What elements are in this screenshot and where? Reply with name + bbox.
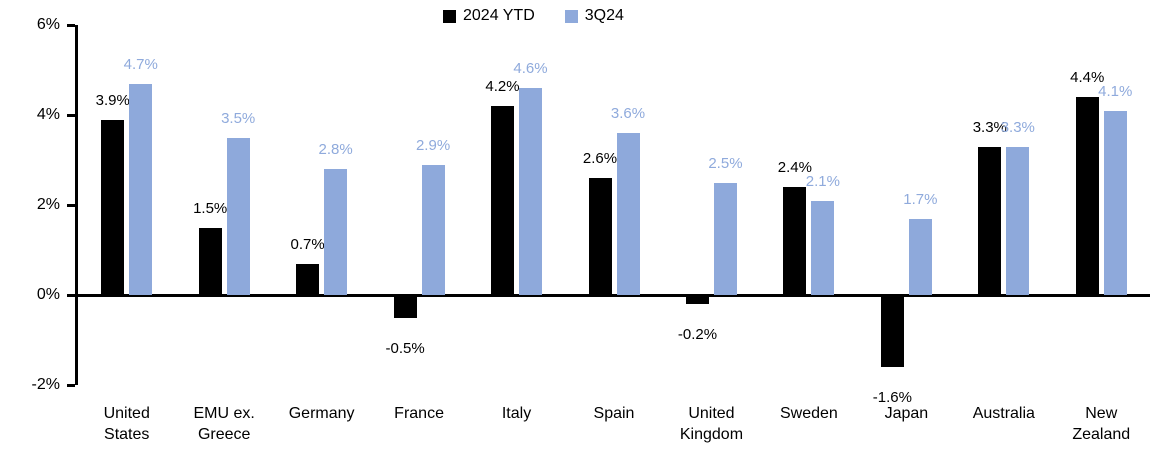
value-label-3q24-sweden: 2.1% [805,172,840,190]
legend-swatch-3q24 [564,9,578,23]
category-label-united-kingdom: United Kingdom [679,405,744,443]
legend-label-3q24: 3Q24 [584,7,624,24]
value-label-2024-ytd-france: -0.5% [385,339,425,357]
category-label-united-states: United States [103,405,150,443]
value-label-3q24-australia: 3.3% [1000,118,1035,136]
category-label-sweden: Sweden [779,405,838,422]
value-label-3q24-italy: 4.6% [513,60,548,77]
category-label-new-zealand: New Zealand [1072,405,1131,443]
y-axis-label: 4% [36,106,60,123]
value-label-2024-ytd-new-zealand: 4.4% [1070,69,1105,86]
y-axis-label: 2% [36,196,60,213]
bar-2024-ytd-france [393,296,417,318]
category-label-spain: Spain [593,405,635,422]
y-axis-label: 6% [36,16,60,33]
y-axis-tick [67,23,75,27]
bar-3q24-australia [1006,146,1030,295]
value-label-2024-ytd-japan: -1.6% [872,389,912,406]
value-label-2024-ytd-italy: 4.2% [485,78,520,95]
value-label-3q24-united-kingdom: 2.5% [708,154,743,172]
value-label-3q24-spain: 3.6% [610,105,646,122]
x-axis-line [75,293,1150,297]
value-label-3q24-france: 2.9% [415,136,451,154]
value-label-2024-ytd-united-kingdom: -0.2% [677,326,718,343]
y-axis-label: 0% [36,286,60,303]
bar-2024-ytd-germany [296,263,320,295]
bar-3q24-new-zealand [1103,110,1127,295]
bar-2024-ytd-japan [880,296,904,367]
value-label-3q24-united-states: 4.7% [123,55,158,73]
bar-2024-ytd-united-states [101,119,125,295]
bar-3q24-united-states [129,83,153,295]
value-label-2024-ytd-sweden: 2.4% [777,159,812,176]
category-label-australia: Australia [972,405,1035,422]
value-label-3q24-emu-ex-greece: 3.5% [221,109,256,127]
bar-3q24-united-kingdom [713,182,737,295]
category-label-italy: Italy [501,405,532,422]
y-axis-label: -2% [31,376,60,393]
bar-3q24-italy [519,88,543,295]
value-label-3q24-japan: 1.7% [903,190,938,208]
value-label-2024-ytd-australia: 3.3% [972,118,1007,136]
bar-2024-ytd-spain [588,178,612,295]
bar-2024-ytd-emu-ex-greece [198,227,222,295]
bar-3q24-sweden [811,200,835,295]
value-label-3q24-new-zealand: 4.1% [1098,82,1133,100]
bar-3q24-germany [324,169,348,295]
bar-3q24-france [421,164,445,295]
category-label-france: France [394,405,444,422]
value-label-2024-ytd-emu-ex-greece: 1.5% [193,199,228,217]
legend-item-3q24: 3Q24 [564,7,624,25]
value-label-2024-ytd-spain: 2.6% [582,150,618,167]
legend-label-2024-ytd: 2024 YTD [463,7,535,24]
bar-3q24-japan [908,218,932,295]
y-axis-tick [67,383,75,387]
value-label-2024-ytd-united-states: 3.9% [95,91,130,109]
bar-3q24-spain [616,133,640,295]
bar-2024-ytd-italy [491,106,515,295]
bar-2024-ytd-united-kingdom [685,296,709,304]
legend-swatch-2024-ytd [443,9,456,23]
y-axis-tick [67,113,75,117]
y-axis-tick [67,293,75,297]
value-label-3q24-germany: 2.8% [318,141,353,158]
category-label-germany: Germany [288,405,355,422]
y-axis-line [75,25,78,385]
bar-2024-ytd-australia [978,146,1002,295]
bar-3q24-emu-ex-greece [226,137,250,295]
y-axis-tick [67,203,75,207]
chart-legend: 2024 YTD 3Q24 [443,7,624,25]
bar-2024-ytd-new-zealand [1075,97,1099,295]
value-label-2024-ytd-germany: 0.7% [290,235,325,253]
legend-item-2024-ytd: 2024 YTD [443,7,535,25]
category-label-japan: Japan [884,405,929,422]
category-label-emu-ex-greece: EMU ex. Greece [193,405,255,443]
bar-2024-ytd-sweden [783,187,807,295]
